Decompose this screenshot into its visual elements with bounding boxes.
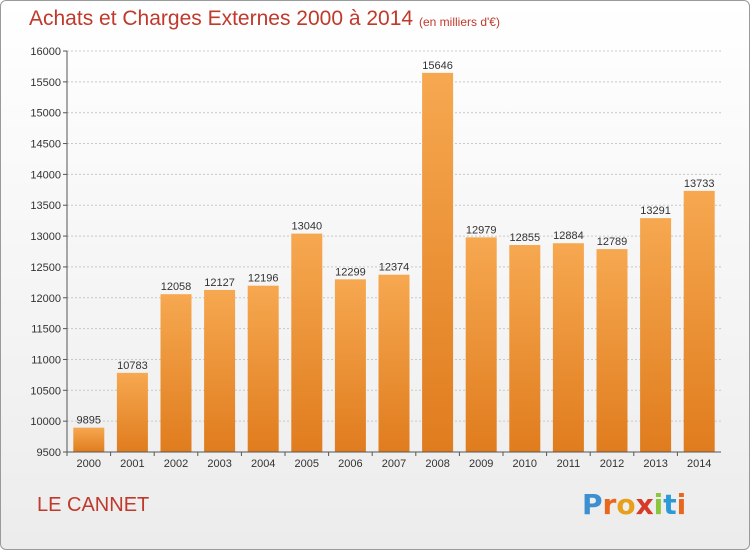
brand-letter: i	[676, 488, 687, 521]
bar-2004	[247, 285, 279, 452]
axes	[66, 51, 721, 453]
x-axis-ticks: 2000 2001 2002 2003 2004 2005 2006 2007 2008 2009…	[66, 452, 711, 470]
y-tick-label: 11500	[31, 324, 61, 336]
y-tick-label: 12500	[30, 262, 61, 274]
y-tick-label: 16000	[30, 46, 61, 58]
bar-2000	[73, 427, 105, 452]
x-tick-label-2006: 2006	[338, 458, 362, 470]
x-tick-label-2008: 2008	[425, 458, 449, 470]
brand-letter: t	[663, 488, 677, 521]
brand-letter: P	[582, 488, 603, 521]
brand-letter: i	[653, 488, 664, 521]
bar-2008	[422, 72, 454, 452]
brand-letter: r	[602, 488, 617, 521]
bar-2013	[640, 218, 672, 452]
y-tick-label: 14500	[30, 139, 61, 151]
bar-2009	[465, 237, 497, 452]
x-tick-label-2001: 2001	[120, 458, 144, 470]
value-label-2000: 9895	[77, 415, 101, 427]
brand-letter: x	[635, 488, 654, 521]
bar-2001	[116, 372, 148, 452]
x-tick-label-2007: 2007	[382, 458, 406, 470]
y-tick-label: 10500	[30, 385, 61, 397]
value-label-2006: 12299	[335, 266, 366, 278]
brand-letter: o	[616, 488, 636, 521]
bars: 9895 10783 12058 12127 12196 13040 12299 12374 1…	[73, 60, 715, 453]
x-tick-label-2014: 2014	[687, 458, 711, 470]
y-tick-label: 11000	[31, 354, 61, 366]
chart-title: Achats et Charges Externes 2000 à 2014	[29, 7, 414, 30]
value-label-2004: 12196	[248, 273, 279, 285]
bar-2003	[204, 289, 236, 452]
value-label-2002: 12058	[161, 281, 192, 293]
value-label-2001: 10783	[117, 360, 148, 372]
y-tick-label: 13000	[30, 231, 61, 243]
x-tick-label-2002: 2002	[164, 458, 188, 470]
city-name: LE CANNET	[37, 494, 150, 516]
bar-2011	[552, 243, 584, 452]
x-tick-label-2011: 2011	[557, 458, 581, 470]
value-label-2011: 12884	[553, 230, 584, 242]
x-tick-label-2012: 2012	[600, 458, 624, 470]
value-label-2005: 13040	[292, 221, 323, 233]
y-axis-ticks: 9500 10000 10500 11000 11500 12000 12500 13000 1…	[30, 46, 67, 459]
bar-2010	[509, 245, 541, 452]
y-tick-label: 12000	[30, 293, 61, 305]
x-tick-label-2003: 2003	[207, 458, 231, 470]
bar-2002	[160, 294, 192, 452]
y-tick-label: 10000	[30, 416, 61, 428]
y-tick-label: 13500	[30, 200, 61, 212]
x-tick-label-2004: 2004	[251, 458, 275, 470]
chart-subtitle: (en milliers d'€)	[419, 15, 500, 29]
bar-2006	[334, 279, 366, 452]
value-label-2012: 12789	[597, 236, 628, 248]
value-label-2003: 12127	[204, 277, 235, 289]
bar-2014	[683, 190, 715, 453]
bar-2005	[291, 233, 323, 452]
x-tick-label-2010: 2010	[513, 458, 537, 470]
x-tick-label-2009: 2009	[469, 458, 493, 470]
brand-logo: Proxiti	[582, 488, 686, 521]
bar-2007	[378, 274, 410, 452]
y-tick-label: 14000	[30, 169, 61, 181]
y-tick-label: 15500	[30, 77, 61, 89]
bar-2012	[596, 249, 628, 452]
value-label-2010: 12855	[510, 232, 541, 244]
x-tick-label-2005: 2005	[295, 458, 319, 470]
value-label-2009: 12979	[466, 224, 497, 236]
y-tick-label: 9500	[37, 447, 61, 459]
value-label-2014: 13733	[684, 178, 715, 190]
x-tick-label-2000: 2000	[77, 458, 101, 470]
x-tick-label-2013: 2013	[643, 458, 667, 470]
value-label-2007: 12374	[379, 262, 410, 274]
value-label-2008: 15646	[422, 60, 453, 72]
value-label-2013: 13291	[640, 205, 671, 217]
y-tick-label: 15000	[30, 108, 61, 120]
